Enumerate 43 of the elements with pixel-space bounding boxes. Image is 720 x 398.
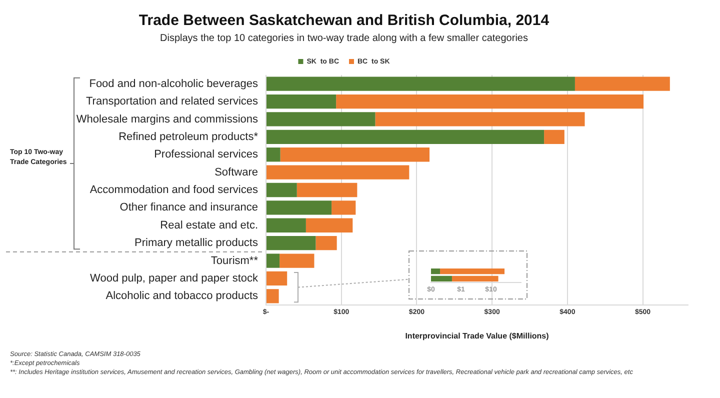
y-tick-label: Accommodation and food services — [90, 184, 258, 196]
bar — [544, 130, 564, 144]
y-tick-label: Professional services — [154, 148, 258, 161]
bar — [452, 276, 498, 282]
y-tick-label: Tourism** — [210, 254, 259, 267]
bar — [266, 182, 297, 198]
bar — [266, 254, 280, 268]
bar — [266, 94, 336, 109]
bar — [280, 148, 430, 162]
y-tick-label: Other finance and insurance — [120, 202, 258, 214]
bar — [266, 200, 332, 215]
bar — [431, 268, 440, 274]
bar — [266, 148, 280, 162]
bar — [375, 112, 585, 126]
bar — [266, 289, 279, 304]
bar — [296, 182, 358, 198]
bar — [316, 236, 337, 250]
bar — [266, 165, 410, 180]
chart-title: Trade Between Saskatchewan and British Columbia, 2014 — [138, 12, 550, 30]
y-tick-label: Alcoholic and tobacco products — [106, 290, 258, 302]
bar — [266, 271, 288, 286]
y-tick-label: Refined petroleum products* — [118, 130, 259, 143]
y-tick-label: Wood pulp, paper and paper stock — [90, 272, 258, 284]
bar — [306, 218, 353, 232]
bar — [574, 76, 670, 91]
bar — [266, 130, 544, 144]
y-tick-label: Transportation and related services — [86, 96, 258, 108]
bar — [266, 218, 306, 232]
bar — [266, 112, 376, 126]
y-tick-label: Primary metallic products — [134, 237, 258, 250]
chart-subtitle: Displays the top 10 categories in two-way trade along with a few smaller categories — [160, 32, 528, 44]
bar — [440, 268, 505, 274]
bar — [266, 76, 575, 91]
bar — [280, 254, 314, 268]
x-axis-title: Interprovincial Trade Value ($Millions) — [405, 331, 550, 340]
bar — [332, 200, 356, 215]
y-tick-label: Food and non-alcoholic beverages — [89, 78, 258, 90]
bar — [431, 276, 452, 282]
y-tick-label: Wholesale margins and commissions — [76, 113, 258, 126]
bar — [266, 236, 316, 250]
y-tick-label: Real estate and etc. — [160, 219, 258, 232]
y-tick-label: Software — [214, 166, 258, 178]
bar — [336, 94, 644, 109]
